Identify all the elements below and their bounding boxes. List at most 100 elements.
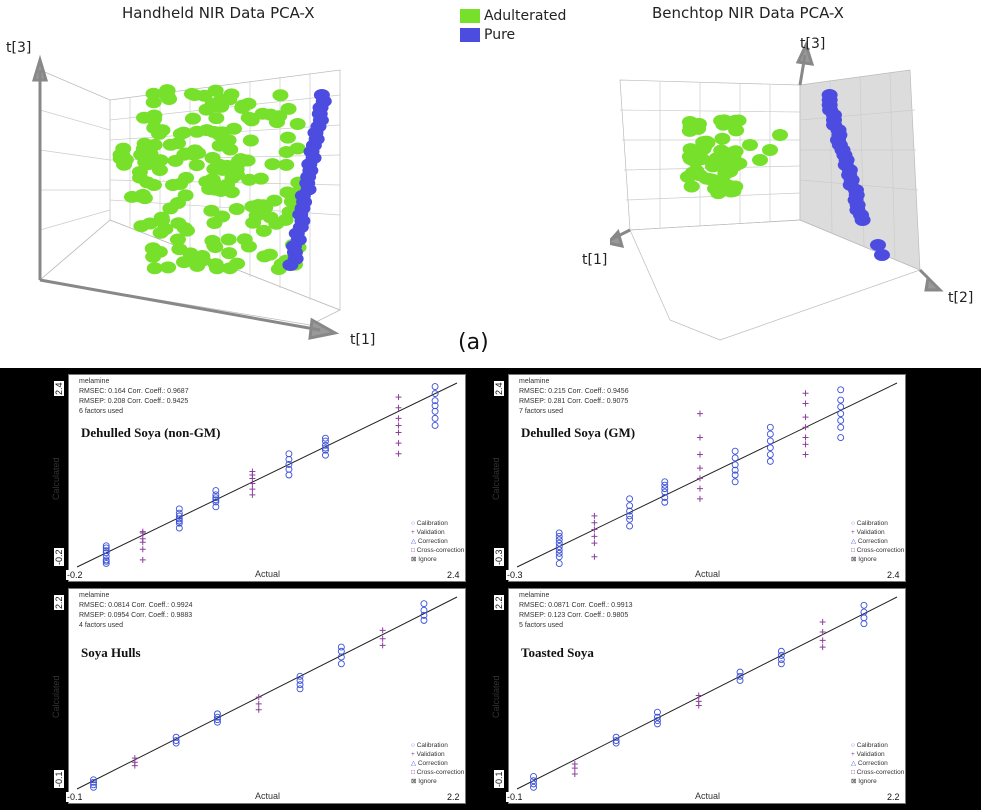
calibration-point: [296, 685, 304, 693]
plot-ylabel: Calculated: [491, 675, 501, 718]
validation-point: [591, 540, 598, 547]
calibration-point: [213, 710, 221, 718]
plot-stat-line: 4 factors used: [79, 622, 123, 629]
validation-point: [395, 415, 402, 422]
calibration-point: [736, 672, 744, 680]
pca-benchtop-point-adulterated: [752, 154, 768, 166]
validation-point: [139, 535, 146, 542]
calibration-point: [530, 783, 537, 791]
plot-legend-item: ○ Calibration: [851, 519, 904, 528]
plot-sample-name: Toasted Soya: [521, 645, 594, 660]
validation-point: [379, 635, 386, 642]
pca-benchtop-point-adulterated: [692, 169, 709, 182]
plot-analyte: melamine: [79, 592, 110, 599]
calibration-point: [90, 781, 97, 789]
validation-point: [139, 546, 146, 553]
plot-legend-item: + Validation: [851, 528, 904, 537]
x-tick-min: -0.2: [66, 570, 84, 580]
calibration-point: [322, 444, 329, 452]
pca-handheld-point-adulterated: [146, 262, 163, 275]
pca-benchtop-point-adulterated: [731, 157, 748, 170]
pca-handheld-point-adulterated: [131, 165, 148, 178]
plot-legend-item: □ Cross-correction: [411, 546, 464, 555]
validation-point: [249, 486, 256, 493]
calibration-point: [102, 556, 110, 564]
calibration-point: [212, 491, 220, 499]
x-tick-min: -0.3: [506, 570, 524, 580]
pca-handheld-point-adulterated: [272, 89, 289, 102]
pca-benchtop-point-adulterated: [716, 153, 733, 166]
calibration-point: [731, 478, 739, 486]
y-tick-max: 2.2: [54, 595, 64, 610]
calibration-point: [777, 651, 785, 659]
validation-point: [695, 698, 702, 705]
pca-handheld-point-adulterated: [172, 177, 189, 190]
pca-handheld-point-adulterated: [153, 211, 170, 224]
legend-marker-icon: +: [851, 751, 857, 758]
calibration-point: [837, 403, 845, 411]
pca-handheld-point-adulterated: [219, 178, 236, 191]
y-tick-max: 2.2: [494, 595, 504, 610]
calibration-point: [322, 451, 329, 459]
pca-benchtop-point-adulterated: [713, 144, 730, 157]
plot-analyte: melamine: [79, 378, 110, 385]
regression-line: [516, 382, 898, 568]
plot-stat-line: RMSEP: 0.0954 Corr. Coeff.: 0.9883: [79, 612, 193, 619]
plot-analyte: melamine: [519, 378, 550, 385]
calibration-point: [322, 437, 329, 445]
legend-marker-icon: +: [851, 529, 857, 536]
validation-point: [819, 619, 826, 626]
calibration-plot-1: melamine RMSEC: 0.215 Corr. Coeff.: 0.945…: [491, 374, 906, 582]
x-tick-max: 2.2: [886, 792, 901, 802]
calibration-point: [322, 446, 329, 454]
calibration-point: [285, 471, 293, 479]
plot-legend: ○ Calibration + Validation △ Correction □ C…: [411, 519, 464, 564]
pca-handheld-point-adulterated: [252, 172, 269, 185]
pca-benchtop-point-pure: [870, 239, 886, 251]
pca-handheld-point-adulterated: [189, 259, 206, 272]
calibration-point: [285, 450, 293, 458]
axis-t3-arrow: [31, 54, 49, 280]
legend-marker-icon: ⊠: [411, 778, 419, 785]
calibration-point: [530, 777, 537, 785]
pca-handheld-point-adulterated: [221, 247, 238, 260]
x-tick-max: 2.2: [446, 792, 461, 802]
plot-legend-label: Ignore: [418, 778, 437, 785]
pca-handheld-point-adulterated: [234, 101, 251, 114]
pca-benchtop-point-adulterated: [762, 144, 778, 156]
validation-point: [802, 414, 809, 421]
pca-handheld-point-adulterated: [250, 199, 267, 212]
calibration-point: [626, 512, 634, 520]
calibration-point: [736, 677, 744, 684]
legend-swatch-pure: [460, 28, 480, 42]
pca-benchtop-point-adulterated: [714, 132, 731, 145]
pca-handheld-point-adulterated: [255, 224, 272, 237]
pca-handheld-point-adulterated: [133, 190, 150, 203]
pca-handheld-point-adulterated: [169, 233, 186, 246]
pca-handheld-point-adulterated: [213, 100, 230, 113]
calibration-point: [420, 616, 428, 624]
pca-benchtop-point-adulterated: [683, 180, 700, 193]
calibration-point: [213, 713, 221, 721]
floor: [629, 219, 921, 341]
pca-handheld-point-adulterated: [151, 245, 168, 258]
pca-handheld-point-adulterated: [198, 175, 215, 188]
pca-handheld-title: Handheld NIR Data PCA-X: [122, 4, 315, 22]
calibration-point: [175, 524, 183, 532]
pca-benchtop-plot: [610, 40, 944, 341]
plot-legend-item: + Validation: [851, 750, 904, 759]
pca-benchtop-point-adulterated: [722, 185, 739, 198]
pca-benchtop-axis-t2: t[2]: [948, 290, 974, 306]
pca-handheld-point-adulterated: [207, 84, 224, 97]
calibration-point: [213, 718, 221, 726]
plot-stat-line: 7 factors used: [519, 408, 563, 415]
pca-benchtop-point-pure: [854, 214, 871, 226]
validation-point: [696, 410, 703, 417]
calibration-point: [212, 496, 220, 504]
pca-handheld-point-adulterated: [188, 159, 205, 172]
calibration-point: [337, 647, 345, 655]
validation-point: [139, 556, 146, 563]
validation-point: [379, 627, 386, 634]
plot-legend-item: ⊠ Ignore: [851, 555, 904, 564]
pca-handheld-point-adulterated: [194, 250, 211, 263]
